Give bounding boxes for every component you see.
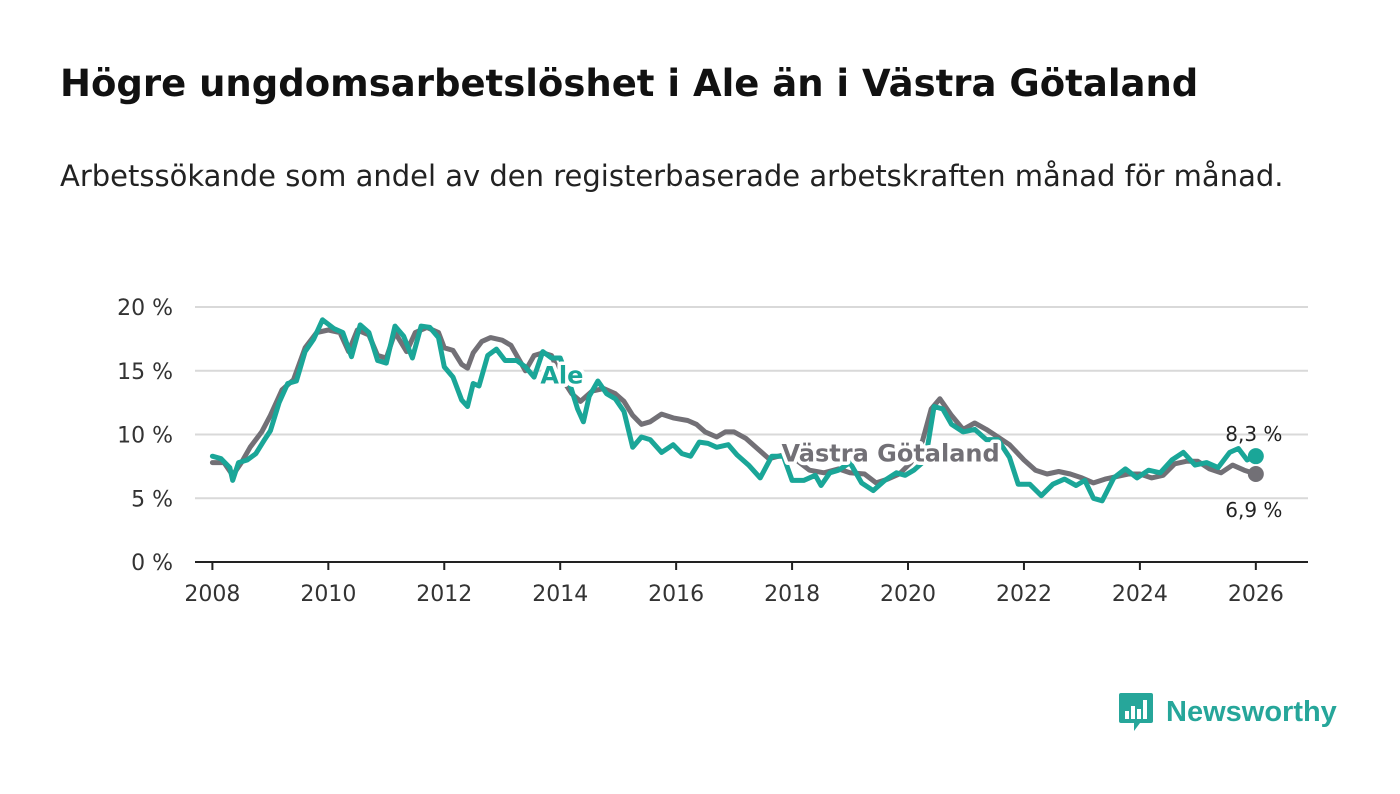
- x-tick-label: 2010: [300, 582, 356, 607]
- bar-chart-speech-icon: [1119, 693, 1153, 731]
- chart-title: Högre ungdomsarbetslöshet i Ale än i Väs…: [60, 62, 1199, 105]
- y-tick-label: 0 %: [131, 551, 173, 576]
- y-tick-label: 10 %: [117, 424, 173, 449]
- series-line-v-stra-g-taland: [209, 324, 1259, 486]
- x-tick-label: 2022: [996, 582, 1052, 607]
- x-tick-label: 2012: [416, 582, 472, 607]
- y-tick-label: 5 %: [131, 487, 173, 512]
- series-label-v-stra-g-taland: Västra Götaland: [782, 439, 1000, 467]
- axes: 0 % 5 % 10 % 15 % 20 % 2008 2010 2012 2014 2016 20…: [117, 296, 1308, 607]
- series-lines: [209, 317, 1259, 504]
- end-marker-ale: [1247, 448, 1264, 465]
- y-tick-label: 20 %: [117, 296, 173, 321]
- x-tick-label: 2014: [532, 582, 588, 607]
- newsworthy-logo: Newsworthy: [1118, 690, 1337, 734]
- x-tick-label: 2008: [184, 582, 240, 607]
- series-line-ale: [209, 317, 1259, 504]
- chart-subtitle: Arbetssökande som andel av den registerb…: [60, 159, 1284, 193]
- x-tick-label: 2020: [880, 582, 936, 607]
- end-value-label-ale: 8,3 %: [1225, 422, 1282, 446]
- end-marker-v-stra-g-taland: [1247, 466, 1264, 483]
- end-value-label-v-stra-g-taland: 6,9 %: [1225, 498, 1282, 522]
- x-tick-label: 2024: [1112, 582, 1168, 607]
- x-tick-label: 2018: [764, 582, 820, 607]
- y-tick-label: 15 %: [117, 360, 173, 385]
- x-tick-label: 2016: [648, 582, 704, 607]
- x-tick-label: 2026: [1228, 582, 1284, 607]
- series-label-ale: Ale: [540, 362, 583, 390]
- labels: 6,9 % 8,3 % Västra Götaland Ale: [537, 358, 1283, 522]
- gridlines: [195, 306, 1308, 500]
- brand-name: Newsworthy: [1166, 695, 1337, 728]
